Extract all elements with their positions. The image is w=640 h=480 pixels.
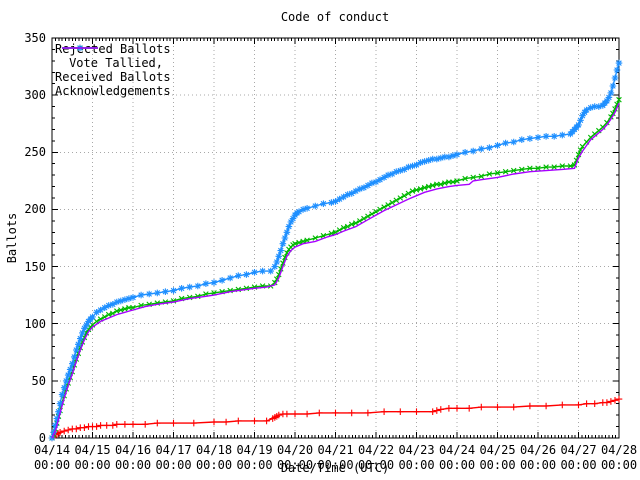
legend-item-vote-tallied: Vote Tallied,	[55, 45, 163, 70]
x-tick-label: 04/23 00:00	[398, 443, 435, 472]
y-tick-label: 200	[24, 202, 46, 217]
legend-item-acknowledgements: Acknowledgements	[55, 47, 171, 98]
y-tick-label: 150	[24, 259, 46, 274]
chart-title: Code of conduct	[280, 10, 390, 24]
x-axis-label: Date/Time (UTC)	[280, 461, 390, 475]
y-tick-label: 0	[38, 431, 46, 445]
legend: Rejected Ballots Vote Tallied, Received Ba…	[55, 42, 171, 98]
y-tick-label: 100	[24, 316, 46, 331]
x-tick-label: 04/24 00:00	[438, 443, 476, 472]
x-tick-label: 04/19 00:00	[236, 443, 273, 472]
y-axis-label: Ballots	[5, 212, 19, 264]
y-tick-label: 250	[24, 145, 46, 160]
x-tick-label: 04/22 00:00	[357, 443, 395, 472]
legend-none-sample	[62, 47, 98, 49]
x-tick-label: 04/18 00:00	[195, 443, 233, 472]
x-tick-label: 04/15 00:00	[74, 443, 111, 472]
legend-label: Acknowledgements	[55, 84, 171, 98]
legend-label: Vote Tallied,	[69, 56, 163, 70]
x-tick-label: 04/25 00:00	[479, 443, 516, 472]
y-tick-label: 50	[31, 373, 46, 388]
legend-item-received-ballots: Received Ballots	[55, 44, 171, 84]
x-tick-label: 04/14 00:00	[33, 443, 71, 472]
legend-label: Received Ballots	[55, 70, 171, 84]
x-tick-label: 04/26 00:00	[519, 443, 557, 472]
x-tick-label: 04/20 00:00	[276, 443, 314, 472]
legend-label: Rejected Ballots	[55, 42, 171, 56]
x-tick-label: 04/17 00:00	[155, 443, 192, 472]
x-tick-label: 04/27 00:00	[560, 443, 597, 472]
legend-item-rejected-ballots: Rejected Ballots	[55, 42, 171, 56]
x-tick-label: 04/16 00:00	[114, 443, 152, 472]
y-tick-label: 350	[24, 31, 46, 45]
y-tick-label: 300	[24, 88, 46, 103]
x-tick-label: 04/21 00:00	[317, 443, 354, 472]
x-tick-label: 04/28 00:00	[600, 443, 638, 472]
